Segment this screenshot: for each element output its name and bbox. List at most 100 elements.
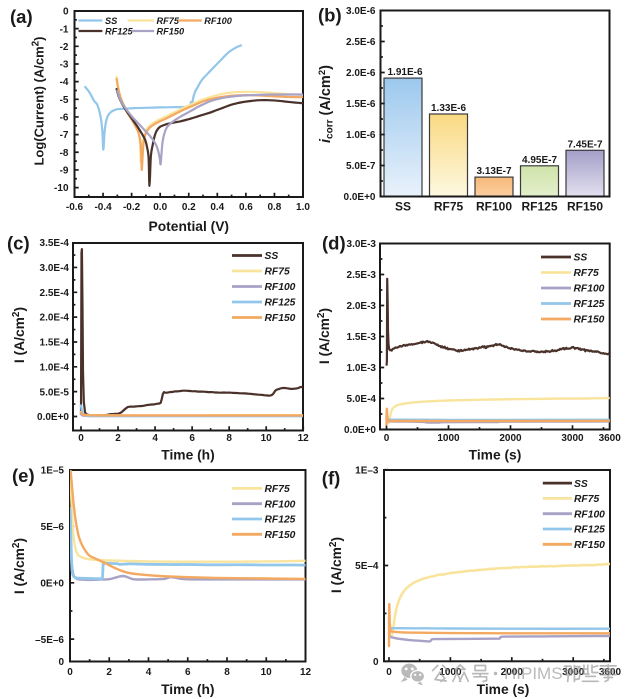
svg-text:2000: 2000: [499, 433, 522, 444]
svg-text:8: 8: [224, 667, 230, 678]
svg-text:0.6: 0.6: [239, 202, 253, 213]
svg-text:1.33E-6: 1.33E-6: [431, 103, 466, 114]
svg-text:-10: -10: [54, 183, 69, 194]
svg-text:-4: -4: [60, 77, 69, 88]
svg-text:0: 0: [78, 433, 84, 444]
svg-text:2.0E-3: 2.0E-3: [347, 301, 377, 312]
svg-text:6: 6: [185, 667, 191, 678]
svg-text:I (A/cm2): I (A/cm2): [11, 538, 27, 594]
svg-text:-7: -7: [60, 130, 69, 141]
svg-text:Time (h): Time (h): [161, 448, 214, 463]
svg-text:0.0: 0.0: [153, 202, 167, 213]
svg-text:3000: 3000: [561, 433, 584, 444]
svg-text:7.45E-7: 7.45E-7: [567, 139, 602, 150]
svg-text:1.5E-4: 1.5E-4: [40, 338, 70, 349]
svg-text:0: 0: [386, 667, 392, 678]
svg-text:2.5E-6: 2.5E-6: [346, 37, 376, 48]
svg-text:3.5E-4: 3.5E-4: [40, 238, 70, 249]
svg-text:RF100: RF100: [574, 284, 605, 295]
svg-text:0: 0: [58, 657, 64, 668]
svg-text:-9: -9: [60, 166, 69, 177]
svg-text:-2: -2: [60, 42, 69, 53]
svg-text:0: 0: [63, 7, 69, 18]
svg-text:2.5E-3: 2.5E-3: [347, 270, 377, 281]
svg-text:10: 10: [261, 433, 273, 444]
svg-text:(b): (b): [318, 5, 342, 26]
svg-text:SS: SS: [574, 479, 588, 490]
svg-text:3.0E-3: 3.0E-3: [347, 239, 377, 250]
svg-text:0: 0: [373, 657, 379, 668]
svg-text:RF125: RF125: [574, 299, 605, 310]
svg-text:RF100: RF100: [265, 282, 296, 293]
svg-text:Time (h): Time (h): [161, 682, 214, 697]
svg-text:-5: -5: [60, 95, 69, 106]
svg-text:8: 8: [226, 433, 232, 444]
svg-text:1.5E-3: 1.5E-3: [347, 332, 377, 343]
svg-text:RF100: RF100: [204, 16, 232, 26]
svg-text:RF125: RF125: [521, 200, 557, 214]
svg-text:0.0E+0: 0.0E+0: [37, 412, 69, 423]
svg-text:3.0E-4: 3.0E-4: [40, 263, 70, 274]
svg-text:icorr (A/cm2): icorr (A/cm2): [317, 65, 336, 143]
svg-text:3.0E-6: 3.0E-6: [346, 6, 376, 17]
svg-text:I (A/cm2): I (A/cm2): [328, 537, 344, 593]
svg-text:Potential (V): Potential (V): [149, 219, 229, 234]
svg-text:SS: SS: [574, 253, 588, 264]
svg-text:RF100: RF100: [265, 499, 296, 510]
svg-text:RF75: RF75: [265, 484, 290, 495]
svg-text:5E–6: 5E–6: [41, 522, 65, 533]
svg-text:5.0E-4: 5.0E-4: [347, 394, 377, 405]
svg-text:0: 0: [384, 433, 390, 444]
svg-text:SS: SS: [265, 251, 279, 262]
svg-text:I (A/cm2): I (A/cm2): [316, 308, 332, 364]
svg-text:RF100: RF100: [476, 200, 512, 214]
svg-text:HIPIMS: HIPIMS: [504, 664, 563, 683]
svg-text:2.5E-4: 2.5E-4: [40, 288, 70, 299]
svg-text:–5E–6: –5E–6: [35, 635, 64, 646]
svg-text:1.0E-3: 1.0E-3: [347, 363, 377, 374]
svg-text:(c): (c): [7, 233, 30, 254]
svg-text:0.4: 0.4: [210, 202, 224, 213]
svg-text:3600: 3600: [599, 433, 622, 444]
svg-text:2: 2: [115, 433, 121, 444]
svg-text:1.0E-4: 1.0E-4: [40, 362, 70, 373]
svg-text:1000: 1000: [439, 667, 462, 678]
svg-text:2000: 2000: [501, 667, 524, 678]
svg-text:0E+0: 0E+0: [40, 578, 64, 589]
svg-text:2.0E-4: 2.0E-4: [40, 313, 70, 324]
svg-text:-1: -1: [60, 24, 69, 35]
svg-text:1.0: 1.0: [296, 202, 310, 213]
svg-text:-0.4: -0.4: [94, 202, 112, 213]
svg-text:-8: -8: [60, 148, 69, 159]
svg-text:-0.6: -0.6: [66, 202, 84, 213]
svg-text:5.0E-7: 5.0E-7: [346, 161, 376, 172]
svg-text:3.13E-7: 3.13E-7: [476, 166, 511, 177]
svg-text:1.91E-6: 1.91E-6: [387, 67, 422, 78]
svg-text:RF150: RF150: [567, 200, 603, 214]
svg-text:RF125: RF125: [265, 515, 296, 526]
svg-text:RF125: RF125: [574, 525, 605, 536]
svg-text:RF75: RF75: [434, 200, 464, 214]
svg-text:RF75: RF75: [157, 16, 180, 26]
svg-text:1.0E-6: 1.0E-6: [346, 130, 376, 141]
svg-text:12: 12: [298, 433, 310, 444]
svg-text:RF125: RF125: [105, 26, 133, 36]
svg-text:4.95E-7: 4.95E-7: [522, 155, 557, 166]
svg-text:RF150: RF150: [574, 315, 605, 326]
svg-text:10: 10: [261, 667, 273, 678]
svg-text:SS: SS: [395, 200, 411, 214]
svg-text:(d): (d): [322, 233, 346, 254]
svg-text:0.8: 0.8: [267, 202, 281, 213]
svg-text:1000: 1000: [437, 433, 460, 444]
svg-text:SS: SS: [105, 16, 118, 26]
svg-text:1.5E-6: 1.5E-6: [346, 99, 376, 110]
svg-text:2: 2: [106, 667, 112, 678]
svg-text:-3: -3: [60, 60, 69, 71]
svg-text:4: 4: [152, 433, 158, 444]
svg-text:(a): (a): [10, 6, 33, 27]
svg-text:6: 6: [189, 433, 195, 444]
svg-text:RF75: RF75: [265, 267, 290, 278]
svg-text:1E–5: 1E–5: [41, 466, 65, 477]
svg-text:Time (s): Time (s): [477, 682, 530, 697]
svg-text:12: 12: [300, 667, 312, 678]
